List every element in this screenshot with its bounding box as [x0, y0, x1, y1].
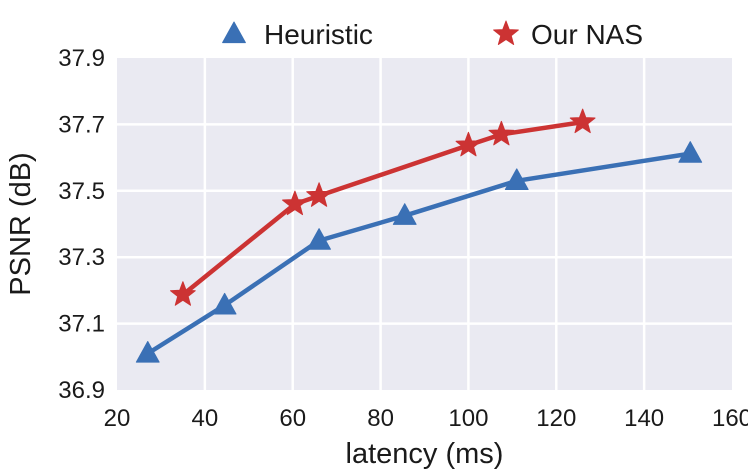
x-tick-label: 40: [192, 405, 219, 432]
y-tick-label: 37.9: [58, 45, 105, 72]
legend-item-triangle: Heuristic: [222, 19, 373, 50]
star-icon: [493, 20, 519, 46]
y-tick-label: 36.9: [58, 377, 105, 404]
series-line-triangle: [145, 151, 693, 356]
plot-area: [117, 58, 732, 390]
grid: [117, 58, 732, 390]
x-tick-label: 160: [712, 405, 748, 432]
y-axis-label: PSNR (dB): [5, 152, 37, 295]
data-point-star: [170, 281, 196, 306]
x-tick-label: 60: [279, 405, 306, 432]
x-tick-label: 80: [367, 405, 394, 432]
x-tick-label: 100: [448, 405, 488, 432]
x-tick-label: 140: [624, 405, 664, 432]
y-tick-label: 37.3: [58, 244, 105, 271]
legend-label: Our NAS: [531, 19, 643, 50]
data-point-star: [455, 131, 482, 157]
y-tick-label: 37.5: [58, 178, 105, 205]
x-axis-label: latency (ms): [346, 438, 504, 470]
legend-label: Heuristic: [264, 19, 373, 50]
y-axis-ticks: 36.9 37.1 37.3 37.5 37.7 37.9: [58, 45, 105, 404]
data-point-triangle: [307, 228, 331, 250]
x-tick-label: 20: [104, 405, 131, 432]
data-point-star: [306, 182, 332, 207]
series-layer: [135, 108, 703, 363]
series-triangle: [135, 141, 703, 363]
series-line-star: [180, 119, 585, 297]
data-point-star: [488, 120, 515, 146]
legend: Heuristic Our NAS: [222, 19, 643, 50]
data-point-triangle: [135, 340, 160, 363]
data-point-triangle: [212, 292, 237, 315]
data-point-triangle: [392, 203, 417, 225]
series-star: [170, 108, 596, 306]
data-point-triangle: [504, 168, 529, 190]
triangle-icon: [222, 21, 246, 44]
y-tick-label: 37.7: [58, 111, 105, 138]
data-point-triangle: [678, 141, 703, 163]
data-point-star: [282, 190, 308, 216]
legend-item-star: Our NAS: [493, 19, 643, 50]
x-tick-label: 120: [536, 405, 576, 432]
y-tick-label: 37.1: [58, 311, 105, 338]
x-axis-ticks: 20 40 60 80 100 120 140 160: [104, 405, 748, 432]
data-point-star: [569, 108, 596, 134]
